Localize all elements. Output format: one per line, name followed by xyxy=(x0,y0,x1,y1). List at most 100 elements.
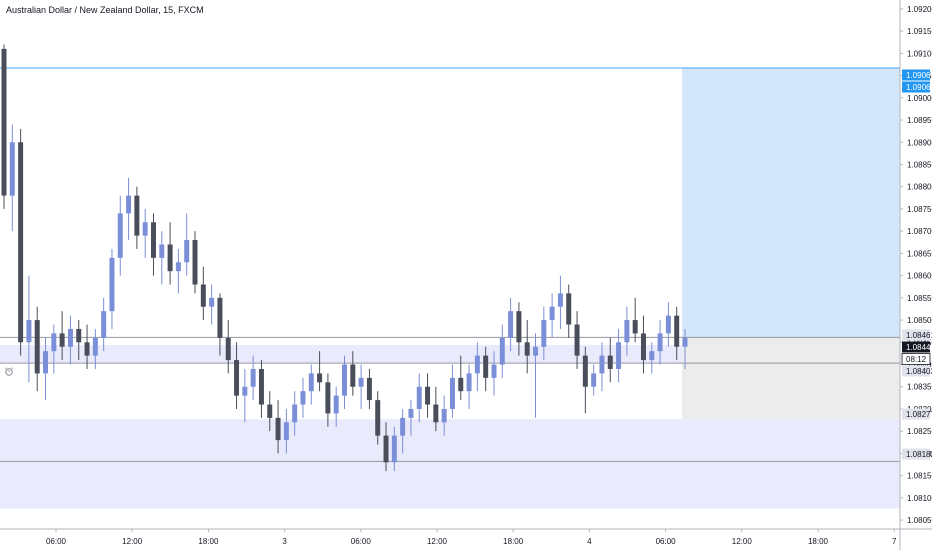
candle-body xyxy=(449,377,455,409)
price-label-box xyxy=(902,329,930,341)
time-tick-label: 18:00 xyxy=(808,537,829,546)
candle-body xyxy=(184,240,190,263)
candle-body xyxy=(167,244,173,272)
candle-body xyxy=(59,333,65,347)
price-label-box xyxy=(902,408,930,420)
price-tick-label: 1.09200 xyxy=(907,5,932,14)
candle-body xyxy=(358,377,364,387)
candle-body xyxy=(308,373,314,392)
price-label-box xyxy=(902,365,930,377)
candle-body xyxy=(674,315,680,347)
candle-body xyxy=(366,377,372,401)
candle-body xyxy=(275,417,281,441)
candle-body xyxy=(533,346,539,356)
candle-body xyxy=(1,48,7,196)
zones-layer xyxy=(0,68,900,509)
candle-body xyxy=(466,373,472,392)
time-tick-label: 06:00 xyxy=(351,537,372,546)
price-tick-label: 1.08950 xyxy=(907,116,932,125)
candle-body xyxy=(67,328,73,347)
candle-body xyxy=(375,400,381,436)
candle-body xyxy=(549,306,555,321)
candle-body xyxy=(242,386,248,396)
candle-body xyxy=(333,395,339,414)
price-tick-label: 1.08250 xyxy=(907,427,932,436)
zone-target xyxy=(682,68,900,338)
candle-body xyxy=(76,328,82,343)
candle-body xyxy=(591,373,597,387)
time-tick-label: 18:00 xyxy=(198,537,219,546)
time-tick-label: 12:00 xyxy=(122,537,143,546)
candle-body xyxy=(350,364,356,387)
price-tick-label: 1.08400 xyxy=(907,361,932,370)
price-axis[interactable]: 1.092001.091501.091001.090501.090001.089… xyxy=(900,5,932,525)
candle-body xyxy=(258,368,264,405)
candle-body xyxy=(566,293,572,325)
price-tick-label: 1.08350 xyxy=(907,383,932,392)
time-tick-label: 3 xyxy=(282,537,287,546)
price-label-box xyxy=(902,341,930,353)
price-label-gray: 1.08403 xyxy=(906,367,932,376)
price-tick-label: 1.08900 xyxy=(907,138,932,147)
candle-body xyxy=(682,337,688,347)
price-tick-label: 1.08550 xyxy=(907,294,932,303)
price-tick-label: 1.08600 xyxy=(907,272,932,281)
candle-body xyxy=(34,320,40,374)
candle-body xyxy=(474,355,480,374)
candle-body xyxy=(292,404,298,423)
candle-body xyxy=(441,408,447,423)
candle-body xyxy=(142,222,148,236)
time-tick-label: 12:00 xyxy=(427,537,448,546)
candle-body xyxy=(175,262,181,272)
candle-body xyxy=(408,408,414,418)
candle-body xyxy=(541,320,547,347)
candle-body xyxy=(416,386,422,409)
candle-body xyxy=(117,213,123,258)
candle-body xyxy=(300,391,306,405)
candles-layer xyxy=(1,44,688,472)
price-tick-label: 1.09000 xyxy=(907,94,932,103)
candle-body xyxy=(458,377,464,392)
candle-body xyxy=(325,382,331,414)
price-tick-label: 1.08100 xyxy=(907,494,932,503)
price-tick-label: 1.08700 xyxy=(907,227,932,236)
zone-support-inner xyxy=(0,344,682,364)
alarm-clock-icon[interactable] xyxy=(5,367,13,376)
price-label-box xyxy=(902,448,930,460)
candle-body xyxy=(599,355,605,374)
candle-body xyxy=(508,311,514,338)
price-label-gray: 1.08182 xyxy=(906,450,932,459)
candle-body xyxy=(9,142,15,196)
candle-body xyxy=(391,435,397,463)
lines-layer xyxy=(0,67,900,462)
candle-body xyxy=(217,297,223,338)
candle-body xyxy=(317,373,323,383)
candle-body xyxy=(18,142,24,343)
candle-body xyxy=(616,342,622,369)
candle-body xyxy=(607,355,613,369)
candle-body xyxy=(665,315,671,334)
price-label-dark: 1.08444 xyxy=(906,343,932,352)
candle-body xyxy=(43,351,49,374)
price-tick-label: 1.09150 xyxy=(907,27,932,36)
time-axis[interactable]: 06:00 12:00 18:00 3 06:00 12:00 18:00 4 06:00 12:… xyxy=(46,529,897,546)
zone-stop xyxy=(682,337,900,420)
candle-body xyxy=(159,244,165,258)
price-tick-label: 1.08150 xyxy=(907,472,932,481)
candle-body xyxy=(433,404,439,423)
candle-body xyxy=(134,195,140,236)
price-tick-label: 1.08850 xyxy=(907,160,932,169)
price-label-outline: 08:12 xyxy=(906,355,927,364)
price-tick-label: 1.08500 xyxy=(907,316,932,325)
time-tick-label: 18:00 xyxy=(503,537,524,546)
candle-body xyxy=(524,342,530,356)
candle-body xyxy=(657,333,663,352)
price-label-blue: 1.09065 xyxy=(906,83,932,92)
candle-body xyxy=(499,337,505,365)
candle-body xyxy=(425,386,431,405)
